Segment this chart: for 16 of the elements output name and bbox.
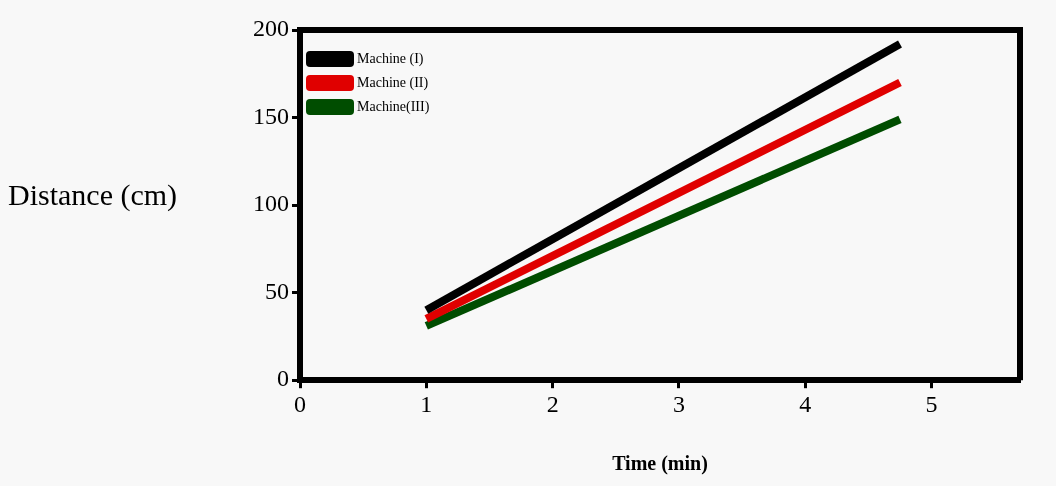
x-tick-label: 1: [420, 390, 433, 417]
y-tick-label: 50: [265, 277, 289, 304]
x-tick-label: 5: [925, 390, 938, 417]
x-tick-label: 3: [672, 390, 685, 417]
x-tick-label: 2: [546, 390, 559, 417]
x-tick-label: 4: [799, 390, 812, 417]
x-tick-label: 0: [294, 390, 306, 417]
y-tick-label: 200: [253, 15, 289, 42]
y-axis-title: Distance (cm): [8, 178, 178, 212]
y-tick-label: 100: [253, 190, 289, 217]
legend-label: Machine(III): [357, 98, 430, 115]
legend-label: Machine (II): [357, 74, 429, 91]
x-axis-title: Time (min): [612, 452, 708, 476]
legend-label: Machine (I): [357, 50, 424, 67]
y-tick-label: 0: [277, 365, 289, 392]
y-tick-label: 150: [253, 102, 289, 129]
